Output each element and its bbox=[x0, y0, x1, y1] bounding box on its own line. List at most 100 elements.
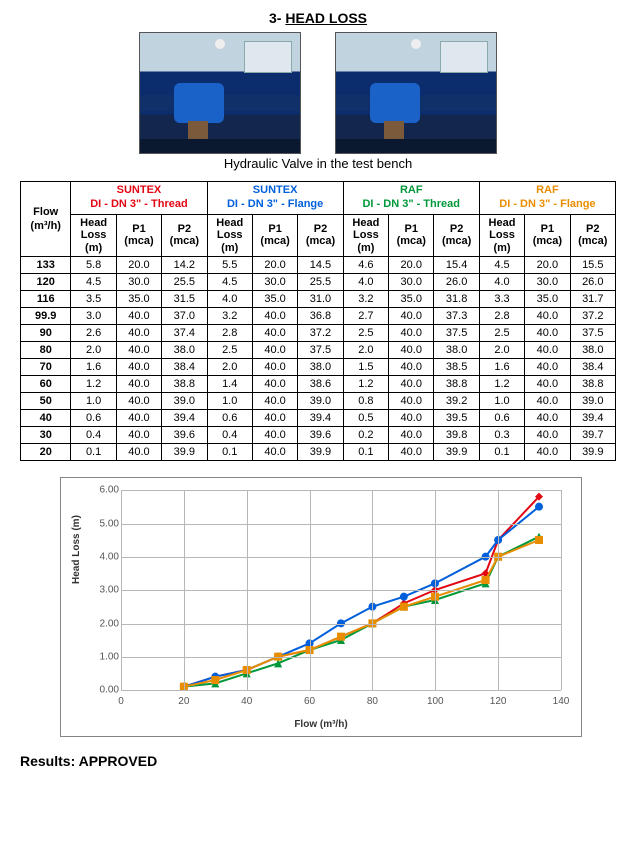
photo-right bbox=[335, 32, 497, 154]
cell: 14.2 bbox=[162, 257, 207, 274]
ytick: 5.00 bbox=[93, 518, 119, 529]
cell: 2.0 bbox=[71, 342, 116, 359]
cell: 31.0 bbox=[298, 291, 343, 308]
table-row: 802.040.038.02.540.037.52.040.038.02.040… bbox=[21, 342, 616, 359]
cell: 1.2 bbox=[343, 376, 388, 393]
cell: 26.0 bbox=[570, 274, 615, 291]
group-desc: DI - DN 3" - Flange bbox=[227, 198, 323, 210]
cell: 40.0 bbox=[525, 427, 570, 444]
grid-v bbox=[247, 490, 248, 690]
group-head-0: SUNTEXDI - DN 3" - Thread bbox=[71, 182, 207, 215]
table-row: 701.640.038.42.040.038.01.540.038.51.640… bbox=[21, 359, 616, 376]
cell: 38.0 bbox=[162, 342, 207, 359]
cell: 4.0 bbox=[479, 274, 524, 291]
cell: 3.3 bbox=[479, 291, 524, 308]
subcol-head: P2(mca) bbox=[570, 214, 615, 257]
cell: 39.0 bbox=[162, 393, 207, 410]
cell: 40.0 bbox=[389, 359, 434, 376]
cell: 40.0 bbox=[252, 393, 297, 410]
chart-xlabel: Flow (m³/h) bbox=[61, 719, 581, 730]
grid-h bbox=[121, 490, 561, 491]
flow-h1: Flow bbox=[33, 206, 58, 218]
cell: 20.0 bbox=[116, 257, 161, 274]
xtick: 100 bbox=[420, 696, 450, 707]
cell: 14.5 bbox=[298, 257, 343, 274]
table-row: 601.240.038.81.440.038.61.240.038.81.240… bbox=[21, 376, 616, 393]
ytick: 3.00 bbox=[93, 585, 119, 596]
series-marker bbox=[400, 593, 408, 601]
cell: 31.7 bbox=[570, 291, 615, 308]
cell-flow: 30 bbox=[21, 427, 71, 444]
table-row: 902.640.037.42.840.037.22.540.037.52.540… bbox=[21, 325, 616, 342]
cell: 1.0 bbox=[71, 393, 116, 410]
table-row: 200.140.039.90.140.039.90.140.039.90.140… bbox=[21, 444, 616, 461]
cell: 0.6 bbox=[479, 410, 524, 427]
cell: 0.1 bbox=[479, 444, 524, 461]
series-line bbox=[184, 507, 539, 687]
photo-caption: Hydraulic Valve in the test bench bbox=[20, 156, 616, 171]
subcol-head: P2(mca) bbox=[298, 214, 343, 257]
cell: 40.0 bbox=[525, 359, 570, 376]
cell: 0.4 bbox=[71, 427, 116, 444]
group-head-2: RAFDI - DN 3" - Thread bbox=[343, 182, 479, 215]
cell: 4.0 bbox=[343, 274, 388, 291]
subcol-head: P2(mca) bbox=[162, 214, 207, 257]
cell: 40.0 bbox=[389, 427, 434, 444]
series-marker bbox=[400, 603, 408, 611]
cell: 39.6 bbox=[162, 427, 207, 444]
cell: 0.2 bbox=[343, 427, 388, 444]
cell: 25.5 bbox=[298, 274, 343, 291]
cell: 40.0 bbox=[116, 410, 161, 427]
grid-h bbox=[121, 590, 561, 591]
chart-ylabel: Head Loss (m) bbox=[71, 516, 82, 585]
cell: 3.5 bbox=[71, 291, 116, 308]
cell-flow: 20 bbox=[21, 444, 71, 461]
grid-h bbox=[121, 657, 561, 658]
cell: 0.8 bbox=[343, 393, 388, 410]
subcol-head: P1(mca) bbox=[116, 214, 161, 257]
cell: 40.0 bbox=[252, 376, 297, 393]
subcol-head: P1(mca) bbox=[389, 214, 434, 257]
cell: 39.4 bbox=[298, 410, 343, 427]
cell: 37.2 bbox=[570, 308, 615, 325]
table-row: 400.640.039.40.640.039.40.540.039.50.640… bbox=[21, 410, 616, 427]
subcol-head: P1(mca) bbox=[252, 214, 297, 257]
subcol-head: HeadLoss(m) bbox=[207, 214, 252, 257]
cell: 1.2 bbox=[479, 376, 524, 393]
cell: 40.0 bbox=[389, 308, 434, 325]
cell-flow: 60 bbox=[21, 376, 71, 393]
cell: 40.0 bbox=[525, 308, 570, 325]
cell: 40.0 bbox=[252, 359, 297, 376]
cell: 1.0 bbox=[207, 393, 252, 410]
cell: 39.7 bbox=[570, 427, 615, 444]
cell: 1.0 bbox=[479, 393, 524, 410]
cell: 25.5 bbox=[162, 274, 207, 291]
subcol-head: HeadLoss(m) bbox=[71, 214, 116, 257]
group-desc: DI - DN 3" - Thread bbox=[90, 198, 188, 210]
table-row: 501.040.039.01.040.039.00.840.039.21.040… bbox=[21, 393, 616, 410]
series-marker bbox=[535, 536, 543, 544]
cell: 1.2 bbox=[71, 376, 116, 393]
group-brand: RAF bbox=[346, 184, 477, 198]
xtick: 20 bbox=[169, 696, 199, 707]
xtick: 140 bbox=[546, 696, 576, 707]
grid-v bbox=[184, 490, 185, 690]
xtick: 60 bbox=[295, 696, 325, 707]
xtick: 120 bbox=[483, 696, 513, 707]
grid-v bbox=[561, 490, 562, 690]
cell: 4.5 bbox=[71, 274, 116, 291]
cell: 3.0 bbox=[71, 308, 116, 325]
cell: 40.0 bbox=[525, 444, 570, 461]
cell: 39.0 bbox=[570, 393, 615, 410]
cell: 4.5 bbox=[479, 257, 524, 274]
cell-flow: 116 bbox=[21, 291, 71, 308]
cell: 35.0 bbox=[389, 291, 434, 308]
cell: 2.8 bbox=[479, 308, 524, 325]
cell: 37.3 bbox=[434, 308, 479, 325]
cell: 0.6 bbox=[71, 410, 116, 427]
group-desc: DI - DN 3" - Flange bbox=[499, 198, 595, 210]
cell-flow: 40 bbox=[21, 410, 71, 427]
title-text: HEAD LOSS bbox=[285, 10, 367, 26]
cell: 40.0 bbox=[525, 376, 570, 393]
group-desc: DI - DN 3" - Thread bbox=[362, 198, 460, 210]
